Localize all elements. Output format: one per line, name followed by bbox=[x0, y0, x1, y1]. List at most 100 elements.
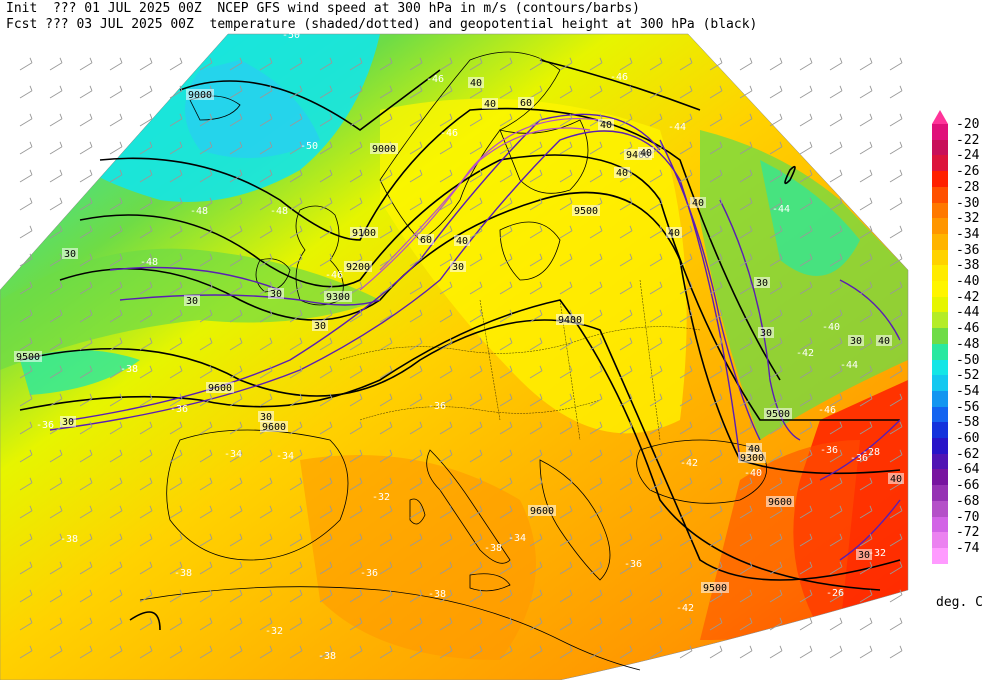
wind-barb bbox=[139, 533, 153, 547]
wind-barb bbox=[49, 85, 63, 99]
wind-barb bbox=[469, 617, 483, 631]
wind-barb bbox=[559, 533, 573, 547]
wind-barb bbox=[19, 57, 33, 71]
colorbar-swatch bbox=[932, 281, 948, 298]
wind-barb bbox=[769, 477, 783, 491]
wind-speed-label-bg bbox=[258, 411, 274, 422]
wind-barb bbox=[799, 169, 813, 183]
wind-barb bbox=[409, 421, 423, 435]
colorbar-swatch bbox=[932, 500, 948, 517]
temperature-label: -32 bbox=[265, 626, 283, 637]
wind-barb bbox=[769, 309, 783, 323]
wind-barb bbox=[379, 225, 393, 239]
wind-speed-label: 40 bbox=[668, 228, 680, 239]
wind-barb bbox=[379, 561, 393, 575]
wind-barb bbox=[19, 197, 33, 211]
wind-barb bbox=[169, 169, 183, 183]
wind-barb bbox=[529, 309, 543, 323]
wind-barb bbox=[289, 197, 303, 211]
wind-barb bbox=[469, 561, 483, 575]
wind-barb bbox=[49, 197, 63, 211]
wind-barb bbox=[649, 477, 663, 491]
wind-barb bbox=[109, 617, 123, 631]
wind-barb bbox=[439, 141, 453, 155]
wind-barb bbox=[109, 169, 123, 183]
wind-barb bbox=[109, 309, 123, 323]
colorbar-swatch bbox=[932, 249, 948, 266]
wind-barb bbox=[259, 337, 273, 351]
wind-barb bbox=[529, 169, 543, 183]
wind-barb bbox=[739, 533, 753, 547]
wind-barb bbox=[589, 141, 603, 155]
wind-barb bbox=[739, 253, 753, 267]
wind-barb bbox=[589, 85, 603, 99]
colorbar-label: -20 bbox=[956, 117, 980, 132]
wind-barb bbox=[289, 645, 303, 659]
wind-barb bbox=[439, 281, 453, 295]
wind-barb bbox=[589, 169, 603, 183]
wind-speed-label: 40 bbox=[890, 474, 902, 485]
colorbar-label: -24 bbox=[956, 148, 980, 164]
wind-barb bbox=[409, 141, 423, 155]
colorbar-swatch bbox=[932, 124, 948, 141]
height-label-bg bbox=[766, 496, 794, 507]
wind-barb bbox=[799, 645, 813, 659]
wind-barb bbox=[49, 113, 63, 127]
wind-barb bbox=[289, 113, 303, 127]
temperature-label: -38 bbox=[318, 651, 336, 662]
wind-barb bbox=[769, 225, 783, 239]
wind-barb bbox=[889, 337, 903, 351]
colorbar-swatch bbox=[932, 218, 948, 235]
wind-barb bbox=[859, 85, 873, 99]
wind-barb bbox=[859, 169, 873, 183]
wind-barb bbox=[709, 57, 723, 71]
wind-barb bbox=[19, 449, 33, 463]
wind-barb bbox=[889, 589, 903, 603]
wind-barb bbox=[499, 225, 513, 239]
height-label: 9300 bbox=[326, 292, 350, 303]
wind-barb bbox=[469, 421, 483, 435]
wind-barb bbox=[319, 617, 333, 631]
wind-barb bbox=[619, 533, 633, 547]
wind-barb bbox=[769, 197, 783, 211]
wind-barb bbox=[319, 141, 333, 155]
temperature-shading bbox=[0, 34, 908, 680]
wind-barb bbox=[79, 393, 93, 407]
wind-speed-label: 40 bbox=[878, 336, 890, 347]
wind-barb bbox=[649, 253, 663, 267]
wind-barb bbox=[889, 449, 903, 463]
wind-barb bbox=[139, 197, 153, 211]
title-line-1: NCEP GFS wind speed at 300 hPa in m/s (c… bbox=[217, 1, 640, 16]
wind-barb bbox=[889, 617, 903, 631]
height-label: 9500 bbox=[16, 352, 40, 363]
colorbar-swatch bbox=[932, 469, 948, 486]
wind-barb bbox=[49, 449, 63, 463]
wind-barb bbox=[289, 449, 303, 463]
temperature-label: -42 bbox=[680, 458, 698, 469]
wind-barb bbox=[199, 561, 213, 575]
colorbar-swatch bbox=[932, 233, 948, 251]
wind-barb bbox=[229, 561, 243, 575]
wind-speed-label-bg bbox=[184, 295, 200, 306]
wind-barb bbox=[439, 477, 453, 491]
wind-barb bbox=[469, 449, 483, 463]
wind-barb bbox=[349, 57, 363, 71]
wind-speed-label: 30 bbox=[186, 296, 198, 307]
wind-barb bbox=[229, 477, 243, 491]
wind-barb bbox=[79, 309, 93, 323]
wind-barb bbox=[199, 421, 213, 435]
wind-barb bbox=[169, 225, 183, 239]
wind-barb bbox=[229, 617, 243, 631]
wind-barb bbox=[289, 617, 303, 631]
wind-barb bbox=[79, 589, 93, 603]
wind-barb bbox=[379, 365, 393, 379]
temperature-label: -46 bbox=[818, 405, 836, 416]
colorbar-label: -60 bbox=[956, 431, 980, 446]
colorbar-swatch bbox=[932, 186, 948, 203]
height-contours bbox=[19, 59, 901, 631]
wind-barb bbox=[139, 365, 153, 379]
wind-barb bbox=[709, 421, 723, 435]
colorbar-swatch bbox=[932, 155, 948, 172]
wind-barb bbox=[709, 85, 723, 99]
wind-barb bbox=[289, 393, 303, 407]
